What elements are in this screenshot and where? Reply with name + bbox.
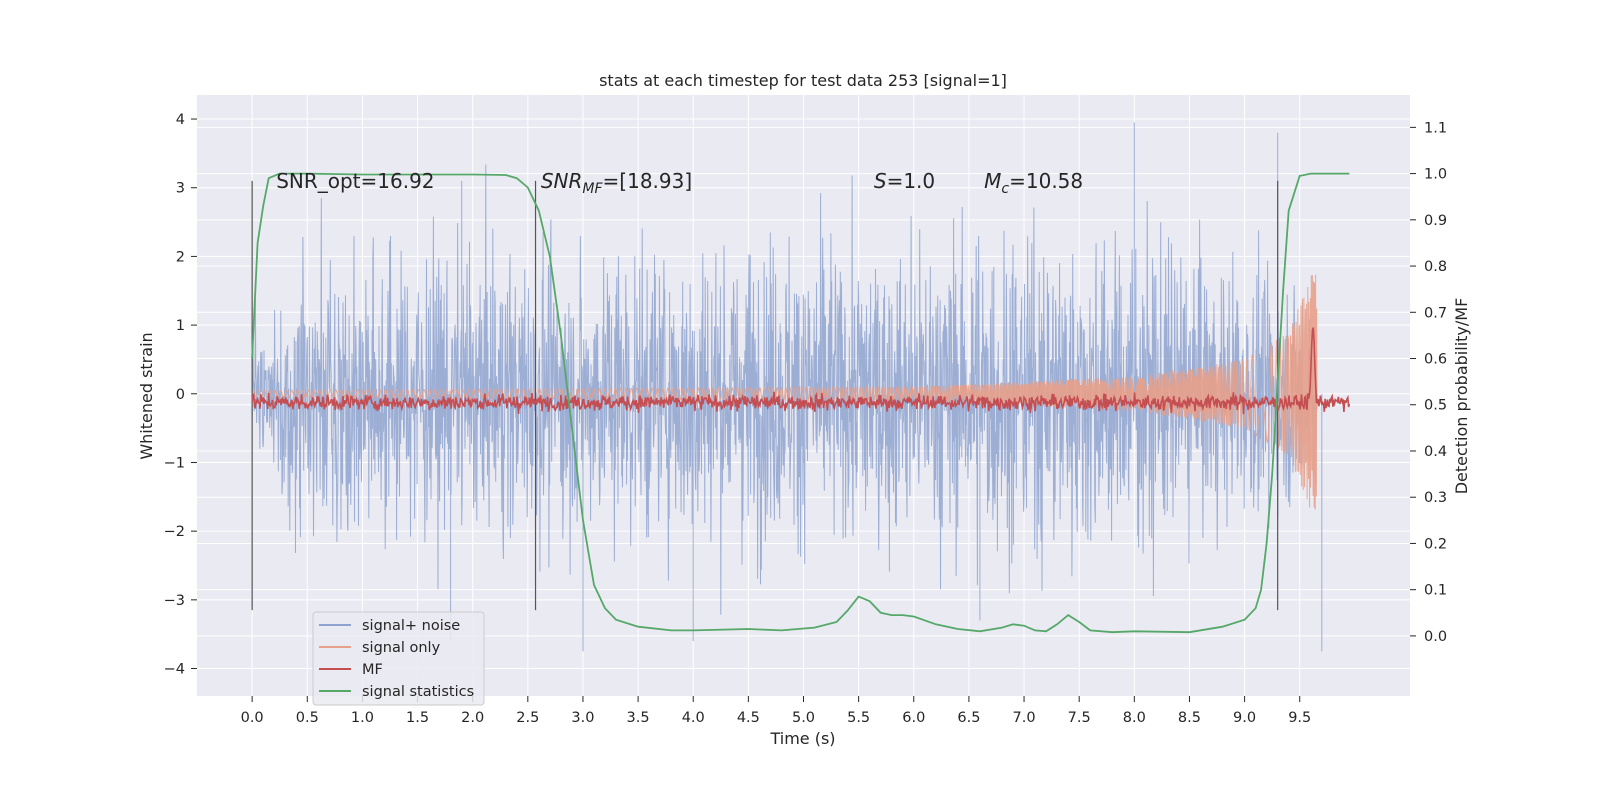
y-right-tick-label: 0.9: [1424, 213, 1447, 229]
series-signal-only: [251, 274, 1318, 510]
x-tick-label: 0.5: [296, 710, 319, 726]
x-tick-label: 4.5: [737, 710, 760, 726]
annotation-2: S=1.0: [874, 169, 935, 193]
x-tick-label: 3.5: [627, 710, 650, 726]
annotation-0: SNR_opt=16.92: [276, 169, 434, 193]
legend-label-mf: MF: [362, 662, 383, 678]
ticks: 0.0 0.5 1.0 1.5 2.0 2.5 3.0 3.5 4.0 4.5 5.0 5.5 6.0 6…: [164, 112, 1447, 726]
legend-box: [312, 611, 485, 706]
y-right-tick-label: 0.2: [1424, 536, 1447, 552]
y-right-tick-label: 0.3: [1424, 490, 1447, 506]
legend-label-signal-statistics: signal statistics: [362, 684, 474, 700]
annotation-3: Mc=10.58: [984, 169, 1083, 197]
x-tick-label: 4.0: [682, 710, 705, 726]
legend: signal+ noise signal only MF signal stat…: [312, 611, 485, 706]
x-tick-label: 1.5: [406, 710, 429, 726]
x-tick-label: 9.5: [1288, 710, 1311, 726]
y-right-tick-label: 1.1: [1424, 120, 1447, 136]
y-tick-label: −4: [164, 662, 185, 678]
y-right-tick-label: 0.4: [1424, 444, 1447, 460]
x-tick-label: 2.0: [461, 710, 484, 726]
y-tick-label: 3: [176, 181, 185, 197]
y-tick-label: 0: [176, 387, 185, 403]
x-tick-label: 3.0: [571, 710, 594, 726]
y-right-axis-label: Detection probability/MF: [1452, 298, 1471, 495]
y-tick-label: −3: [164, 593, 185, 609]
y-right-tick-label: 0.5: [1424, 398, 1447, 414]
y-right-tick-label: 0.8: [1424, 259, 1447, 275]
y-right-tick-label: 0.6: [1424, 352, 1447, 368]
x-tick-label: 2.5: [516, 710, 539, 726]
y-tick-label: −1: [164, 455, 185, 471]
x-tick-label: 5.5: [847, 710, 870, 726]
mf-line: [251, 327, 1351, 415]
y-tick-label: −2: [164, 524, 185, 540]
y-right-tick-label: 0.1: [1424, 583, 1447, 599]
chart-title: stats at each timestep for test data 253…: [599, 71, 1007, 90]
annotations: SNR_opt=16.92 SNRMF=[18.93] S=1.0 Mc=10.58: [276, 169, 1083, 197]
annotation-1: SNRMF=[18.93]: [541, 169, 692, 197]
x-tick-label: 6.0: [902, 710, 925, 726]
x-tick-label: 7.5: [1068, 710, 1091, 726]
y-right-tick-label: 1.0: [1424, 167, 1447, 183]
x-tick-label: 7.0: [1013, 710, 1036, 726]
x-tick-label: 1.0: [351, 710, 374, 726]
y-right-tick-label: 0.0: [1424, 629, 1447, 645]
legend-label-signal-only: signal only: [362, 640, 441, 656]
x-tick-label: 9.0: [1233, 710, 1256, 726]
signal-statistics-line: [251, 172, 1350, 634]
x-tick-label: 5.0: [792, 710, 815, 726]
x-tick-label: 6.5: [957, 710, 980, 726]
y-tick-label: 2: [176, 249, 185, 265]
y-tick-label: 4: [176, 112, 185, 128]
y-right-tick-label: 0.7: [1424, 305, 1447, 321]
x-tick-label: 8.0: [1123, 710, 1146, 726]
signal-only-line: [251, 274, 1318, 510]
x-axis-label: Time (s): [769, 729, 835, 748]
legend-label-signal-noise: signal+ noise: [362, 618, 460, 634]
x-tick-label: 0.0: [241, 710, 264, 726]
series-mf: [251, 327, 1351, 415]
series-signal-statistics: [251, 172, 1350, 634]
y-tick-label: 1: [176, 318, 185, 334]
y-axis-label: Whitened strain: [137, 332, 156, 459]
x-tick-label: 8.5: [1178, 710, 1201, 726]
